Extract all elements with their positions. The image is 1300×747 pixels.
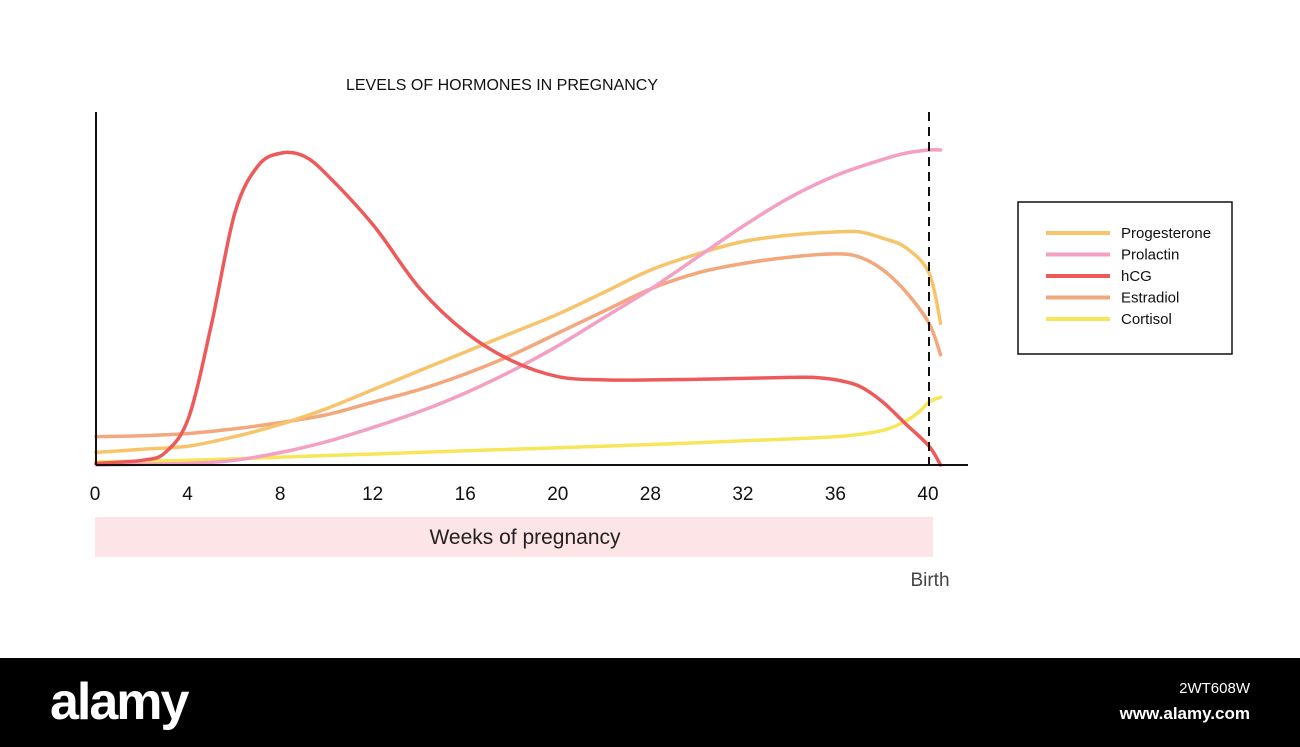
x-tick-label: 32 — [732, 484, 753, 505]
x-tick-label: 0 — [90, 484, 101, 505]
series-line-estradiol — [94, 252, 943, 439]
x-tick-labels: 0 4 8 12 16 20 28 32 36 40 — [90, 484, 939, 505]
x-tick-label: 16 — [455, 484, 476, 505]
series-line-progesterone — [94, 229, 943, 455]
footer-url: www.alamy.com — [1119, 704, 1250, 723]
legend-label-cortisol: Cortisol — [1121, 311, 1172, 328]
xlabel-band — [95, 517, 933, 557]
chart-title: LEVELS OF HORMONES IN PREGNANCY — [346, 77, 658, 94]
x-tick-label: 20 — [547, 484, 568, 505]
series-layer — [94, 148, 943, 467]
legend — [1017, 201, 1233, 355]
x-tick-label: 4 — [182, 484, 193, 505]
x-axis-label: Weeks of pregnancy — [429, 526, 621, 549]
footer-bar: alamy 2WT608W www.alamy.com — [0, 658, 1300, 747]
x-tick-label: 8 — [275, 484, 286, 505]
series-line-hcg — [94, 150, 943, 467]
legend-label-progesterone: Progesterone — [1121, 225, 1211, 242]
legend-label-hcg: hCG — [1121, 268, 1152, 285]
x-tick-label: 36 — [825, 484, 846, 505]
series-line-prolactin — [94, 148, 943, 467]
alamy-logo: alamy — [50, 673, 189, 731]
legend-entries: Progesterone Prolactin hCG Estradiol Cortiso… — [1046, 225, 1211, 328]
x-tick-label: 12 — [362, 484, 383, 505]
legend-label-estradiol: Estradiol — [1121, 290, 1179, 307]
x-tick-label: 28 — [640, 484, 661, 505]
series-line-cortisol — [94, 395, 943, 464]
legend-label-prolactin: Prolactin — [1121, 247, 1179, 264]
birth-annotation: Birth — [910, 570, 949, 591]
hormone-chart: LEVELS OF HORMONES IN PREGNANCY 0 4 8 12 16 2… — [90, 77, 1233, 591]
x-tick-label: 40 — [917, 484, 938, 505]
image-id: 2WT608W — [1179, 680, 1250, 697]
